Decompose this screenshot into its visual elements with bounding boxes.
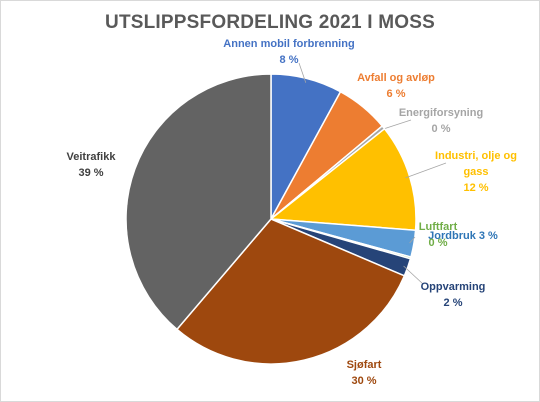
- leader-line-4: [409, 236, 416, 244]
- slice-label-5: Luftfart 0 %: [419, 221, 458, 249]
- leader-line-6: [403, 265, 424, 285]
- pie-slice-7: [175, 218, 406, 365]
- slice-label-8: Veitrafikk 39 %: [67, 151, 117, 179]
- slice-label-1: Avfall og avløp 6 %: [357, 72, 435, 100]
- slice-label-2: Energiforsyning 0 %: [399, 107, 483, 135]
- slice-label-0: Annen mobil forbrenning 8 %: [223, 38, 354, 66]
- slice-label-3: Industri, olje og gass 12 %: [435, 150, 517, 194]
- chart-title: UTSLIPPSFORDELING 2021 I MOSS: [105, 12, 435, 33]
- slice-label-4: Jordbruk 3 %: [428, 230, 498, 242]
- pie-slice-8: [125, 73, 272, 331]
- slice-label-7: Sjøfart 30 %: [347, 359, 382, 387]
- leader-line-3: [405, 162, 447, 179]
- leader-line-0: [298, 62, 307, 83]
- slice-label-6: Oppvarming 2 %: [421, 281, 486, 309]
